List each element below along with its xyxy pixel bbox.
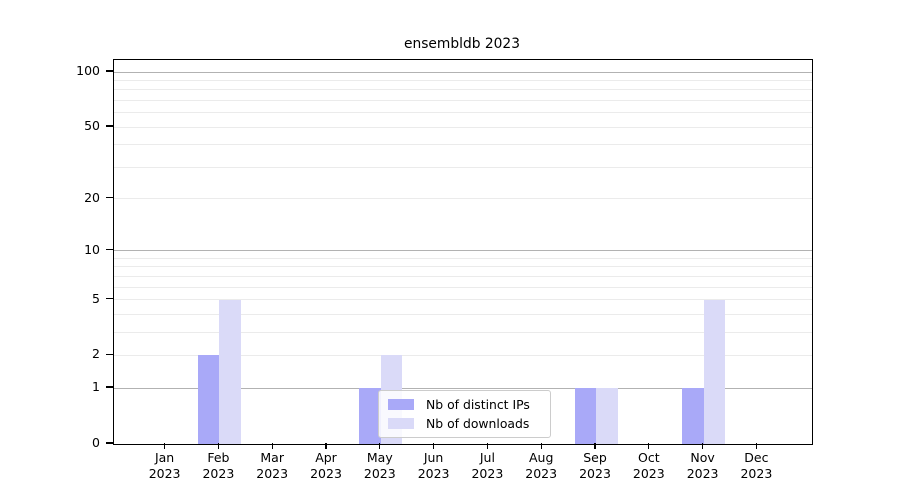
y-gridline-minor [114, 144, 812, 146]
y-tick-label: 1 [92, 379, 100, 395]
x-tick-label: Jul 2023 [471, 450, 504, 481]
x-tick-mark [701, 443, 704, 449]
x-tick-label: Aug 2023 [525, 450, 558, 481]
y-gridline-minor [114, 126, 812, 128]
legend: Nb of distinct IPs Nb of downloads [378, 390, 551, 438]
x-tick-mark [594, 443, 596, 449]
y-tick-label: 50 [84, 118, 100, 134]
x-tick-mark [540, 443, 542, 449]
y-tick-mark [106, 442, 113, 444]
chart-title: ensembldb 2023 [404, 36, 520, 52]
y-tick-label: 10 [84, 241, 100, 257]
plot-canvas [114, 60, 812, 444]
x-tick-label: Feb 2023 [202, 450, 235, 481]
y-tick-mark [106, 353, 113, 356]
legend-swatch-downloads [388, 418, 414, 429]
legend-item-distinct-ips: Nb of distinct IPs [388, 397, 544, 412]
y-tick-label: 20 [84, 189, 100, 205]
y-gridline-minor [114, 286, 812, 288]
y-tick-label: 0 [92, 435, 100, 450]
bar-nb-of-distinct-ips [197, 355, 220, 444]
y-gridline-minor [114, 313, 812, 315]
y-gridline-minor [114, 257, 812, 259]
y-gridline-minor [114, 89, 812, 91]
y-tick-mark [106, 297, 113, 300]
y-gridline-major [114, 71, 812, 73]
legend-swatch-distinct-ips [388, 399, 414, 410]
x-tick-label: Dec 2023 [740, 450, 773, 481]
y-tick-label: 2 [92, 346, 100, 362]
x-tick-mark [271, 443, 273, 449]
y-gridline-major [114, 250, 812, 252]
y-gridline-minor [114, 354, 812, 356]
x-tick-mark [486, 443, 489, 449]
bar-nb-of-downloads [596, 388, 618, 444]
y-gridline-minor [114, 79, 812, 81]
y-tick-mark [106, 196, 113, 199]
bar-nb-of-downloads [219, 299, 241, 444]
x-tick-mark [163, 443, 166, 449]
bar-nb-of-distinct-ips [359, 388, 381, 444]
x-tick-label: Mar 2023 [256, 450, 289, 481]
x-tick-label: Oct 2023 [632, 450, 665, 481]
legend-label-distinct-ips: Nb of distinct IPs [426, 397, 530, 412]
y-gridline-minor [114, 112, 812, 114]
x-tick-mark [755, 443, 758, 449]
x-tick-mark [648, 443, 650, 449]
legend-label-downloads: Nb of downloads [426, 416, 530, 431]
y-tick-label: 100 [76, 63, 100, 79]
x-tick-label: Nov 2023 [686, 450, 719, 481]
y-gridline-minor [114, 275, 812, 277]
x-tick-label: Apr 2023 [310, 450, 342, 481]
x-tick-label: Jun 2023 [417, 450, 450, 481]
y-gridline-minor [114, 266, 812, 268]
bar-nb-of-downloads [703, 299, 726, 444]
y-tick-mark [106, 125, 113, 127]
y-gridline-minor [114, 331, 812, 333]
x-tick-label: Jan 2023 [148, 450, 181, 481]
plot-area [113, 59, 813, 445]
x-tick-mark [217, 443, 220, 449]
y-tick-mark [106, 70, 113, 72]
x-tick-label: May 2023 [363, 450, 396, 481]
y-gridline-minor [114, 99, 812, 101]
y-tick-label: 5 [92, 290, 100, 306]
y-gridline-major [114, 387, 812, 389]
x-tick-mark [432, 443, 435, 449]
y-tick-mark [106, 386, 113, 388]
y-gridline-minor [114, 166, 812, 168]
bar-nb-of-distinct-ips [574, 388, 596, 444]
x-tick-mark [325, 443, 327, 449]
legend-item-downloads: Nb of downloads [388, 416, 544, 431]
x-tick-label: Sep 2023 [579, 450, 611, 481]
y-gridline-minor [114, 198, 812, 200]
y-tick-mark [106, 249, 113, 251]
x-tick-mark [379, 443, 381, 449]
bar-nb-of-distinct-ips [682, 388, 704, 444]
y-gridline-minor [114, 299, 812, 301]
